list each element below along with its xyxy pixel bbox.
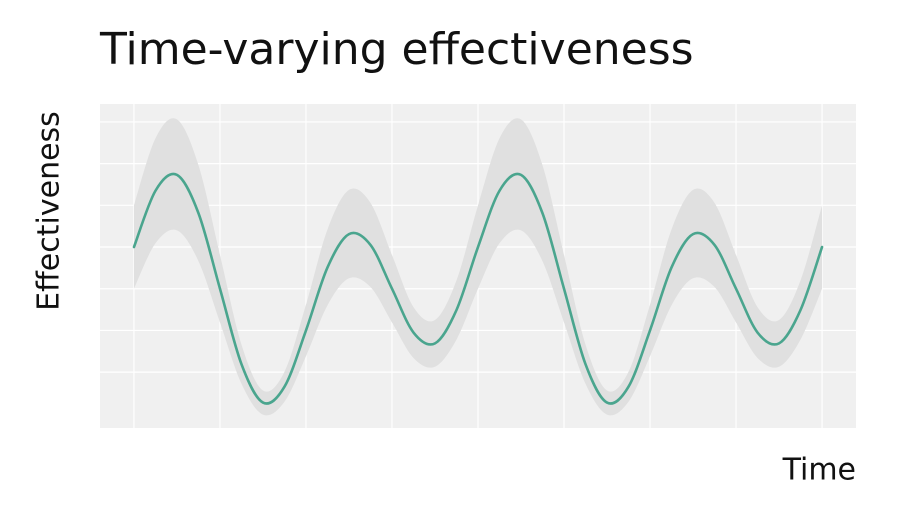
y-axis-label: Effectiveness bbox=[32, 111, 67, 311]
chart-title: Time-varying effectiveness bbox=[99, 24, 694, 75]
confidence-band bbox=[133, 118, 823, 416]
x-axis-label: Time bbox=[782, 453, 856, 488]
line bbox=[132, 172, 824, 405]
